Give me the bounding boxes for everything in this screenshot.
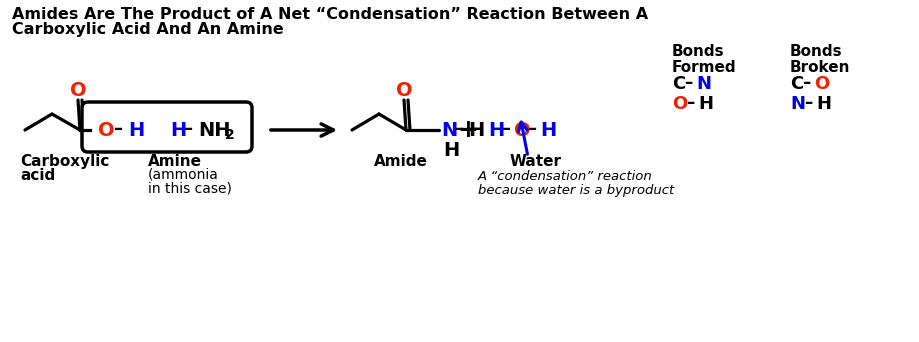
Text: 2: 2 [225, 128, 234, 142]
Text: Bonds: Bonds [789, 44, 842, 59]
Text: NH: NH [198, 120, 231, 140]
FancyBboxPatch shape [82, 102, 252, 152]
Text: N: N [789, 95, 804, 113]
Text: O: O [70, 80, 86, 100]
Text: A “condensation” reaction: A “condensation” reaction [478, 170, 652, 183]
Text: Carboxylic: Carboxylic [20, 154, 109, 169]
Text: in this case): in this case) [148, 182, 232, 196]
Text: H: H [170, 120, 186, 140]
Text: Bonds: Bonds [671, 44, 724, 59]
Text: –: – [803, 94, 811, 112]
Text: because water is a byproduct: because water is a byproduct [478, 184, 674, 197]
Text: +: + [457, 118, 478, 142]
Text: –: – [683, 74, 691, 92]
Text: Water: Water [509, 154, 562, 169]
Text: H: H [815, 95, 830, 113]
Text: Amides Are The Product of A Net “Condensation” Reaction Between A: Amides Are The Product of A Net “Condens… [12, 7, 647, 22]
Text: –: – [528, 120, 537, 138]
Text: C: C [789, 75, 802, 93]
Text: O: O [98, 120, 115, 140]
Text: –: – [455, 120, 463, 138]
Text: (ammonia: (ammonia [148, 168, 219, 182]
Text: acid: acid [20, 168, 55, 183]
Text: –: – [502, 120, 511, 138]
Text: C: C [671, 75, 685, 93]
Text: N: N [696, 75, 710, 93]
Text: H: H [443, 141, 459, 159]
Text: Carboxylic Acid And An Amine: Carboxylic Acid And An Amine [12, 22, 283, 37]
Text: H: H [539, 120, 556, 140]
Text: O: O [671, 95, 686, 113]
Text: O: O [514, 120, 530, 140]
Text: –: – [686, 94, 694, 112]
Text: Broken: Broken [789, 60, 849, 75]
Text: Amine: Amine [148, 154, 202, 169]
Text: N: N [440, 120, 457, 140]
Text: –: – [801, 74, 810, 92]
Text: O: O [813, 75, 828, 93]
Text: H: H [698, 95, 712, 113]
Text: H: H [468, 120, 483, 140]
Text: –: – [184, 120, 193, 138]
Text: H: H [128, 120, 144, 140]
Text: –: – [114, 120, 123, 138]
Text: O: O [395, 80, 412, 100]
Text: H: H [487, 120, 504, 140]
Text: Amide: Amide [374, 154, 427, 169]
Text: Formed: Formed [671, 60, 736, 75]
